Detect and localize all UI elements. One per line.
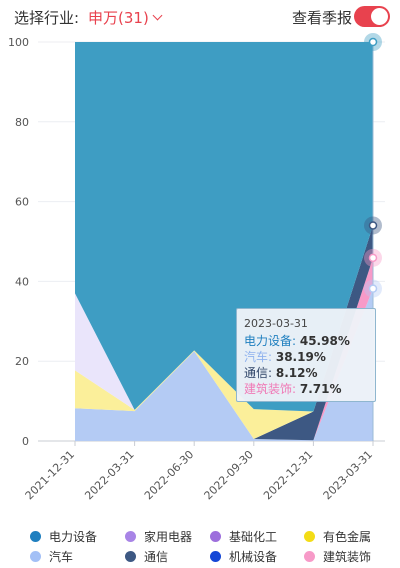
tooltip-row: 建筑装饰: 7.71% xyxy=(244,381,368,397)
y-tick-label-0: 0 xyxy=(22,435,29,448)
hover-point-1 xyxy=(368,284,378,293)
legend-item[interactable]: 家用电器 xyxy=(125,528,192,545)
x-tick-label-0: 2021-12-31 xyxy=(23,448,77,502)
tooltip-series-name: 建筑装饰: xyxy=(244,382,300,396)
x-tick-label-3: 2022-09-30 xyxy=(202,448,256,502)
legend-label: 机械设备 xyxy=(229,550,278,564)
legend-label: 有色金属 xyxy=(323,530,372,544)
legend-item[interactable]: 建筑装饰 xyxy=(304,548,371,565)
tooltip-date: 2023-03-31 xyxy=(244,317,308,330)
area-series-0 xyxy=(75,288,373,441)
legend-swatch xyxy=(125,551,136,562)
x-tick-label-1: 2022-03-31 xyxy=(82,448,136,502)
tooltip-row: 通信: 8.12% xyxy=(244,365,368,381)
legend-swatch xyxy=(210,531,221,542)
chevron-down-icon xyxy=(152,10,163,21)
tooltip-series-name: 电力设备: xyxy=(244,334,300,348)
hover-point-0 xyxy=(368,37,378,47)
season-report-toggle[interactable] xyxy=(354,6,390,27)
legend-label: 电力设备 xyxy=(49,530,98,544)
legend-item[interactable]: 汽车 xyxy=(30,548,73,565)
legend-swatch xyxy=(210,551,221,562)
tooltip-row: 汽车: 38.19% xyxy=(244,349,368,365)
chart-tooltip: 2023-03-31 电力设备: 45.98% 汽车: 38.19% 通信: 8.1… xyxy=(236,308,376,402)
industry-label: 选择行业: xyxy=(14,9,80,27)
tooltip-series-value: 8.12% xyxy=(275,366,318,380)
hover-point-3 xyxy=(368,253,378,263)
y-tick-label-80: 80 xyxy=(15,116,29,129)
legend-item[interactable]: 机械设备 xyxy=(210,548,277,565)
filter-bar: 选择行业: 申万(31) 查看季报 xyxy=(0,0,400,34)
season-report-label: 查看季报 xyxy=(292,9,353,27)
hover-point-2 xyxy=(368,221,378,230)
legend-swatch xyxy=(30,551,41,562)
legend-label: 基础化工 xyxy=(229,530,278,544)
legend-label: 家用电器 xyxy=(144,530,193,544)
y-tick-label-20: 20 xyxy=(15,355,29,368)
industry-dropdown[interactable]: 申万(31) xyxy=(88,7,163,28)
legend-swatch xyxy=(30,531,41,542)
legend-item[interactable]: 通信 xyxy=(125,548,168,565)
legend-label: 通信 xyxy=(144,550,169,564)
y-tick-label-60: 60 xyxy=(15,196,29,209)
y-tick-label-40: 40 xyxy=(15,275,29,288)
tooltip-series-name: 通信: xyxy=(244,366,276,380)
x-tick-label-4: 2022-12-31 xyxy=(261,448,315,502)
legend-item[interactable]: 基础化工 xyxy=(210,528,277,545)
legend-item[interactable]: 有色金属 xyxy=(304,528,371,545)
toggle-knob xyxy=(371,8,388,25)
legend-swatch xyxy=(125,531,136,542)
tooltip-series-name: 汽车: xyxy=(244,350,276,364)
tooltip-series-value: 7.71% xyxy=(299,382,342,396)
tooltip-series-value: 38.19% xyxy=(275,350,326,364)
industry-dropdown-value: 申万(31) xyxy=(88,9,149,27)
stacked-area-chart[interactable]: 0 20 40 60 80 100 2021-12-31 2022-03-31 2022-06-… xyxy=(0,30,400,520)
legend-label: 汽车 xyxy=(49,550,74,564)
legend-swatch xyxy=(304,531,315,542)
legend-swatch xyxy=(304,551,315,562)
tooltip-row: 电力设备: 45.98% xyxy=(244,333,368,349)
y-tick-label-100: 100 xyxy=(8,36,29,49)
x-tick-label-2: 2022-06-30 xyxy=(142,448,196,502)
x-tick-label-5: 2023-03-31 xyxy=(321,448,375,502)
legend-label: 建筑装饰 xyxy=(323,550,372,564)
legend-item[interactable]: 电力设备 xyxy=(30,528,97,545)
tooltip-series-value: 45.98% xyxy=(299,334,350,348)
